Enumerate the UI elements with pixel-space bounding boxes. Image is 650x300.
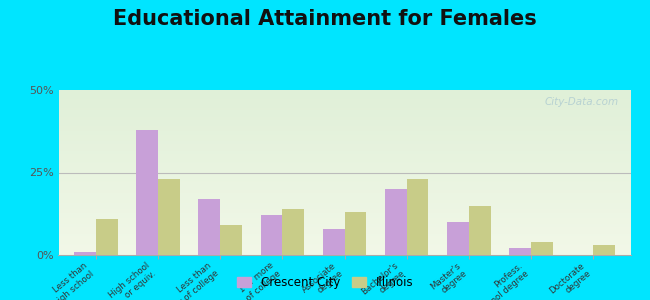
Bar — [531, 242, 552, 255]
Bar — [509, 248, 531, 255]
Text: City-Data.com: City-Data.com — [545, 97, 619, 106]
Text: Profess.
school degree: Profess. school degree — [472, 261, 531, 300]
Bar — [344, 212, 366, 255]
Bar — [385, 189, 407, 255]
Bar — [261, 215, 282, 255]
Bar — [96, 219, 118, 255]
Text: Associate
degree: Associate degree — [300, 261, 344, 300]
Bar — [198, 199, 220, 255]
Text: Bachelor's
degree: Bachelor's degree — [359, 261, 407, 300]
Text: Educational Attainment for Females: Educational Attainment for Females — [113, 9, 537, 29]
Text: 1 or more
years of college: 1 or more years of college — [217, 261, 282, 300]
Bar — [469, 206, 491, 255]
Bar — [447, 222, 469, 255]
Text: High school
or equiv.: High school or equiv. — [107, 261, 158, 300]
Bar — [74, 252, 96, 255]
Bar — [282, 209, 304, 255]
Bar — [158, 179, 180, 255]
Bar — [407, 179, 428, 255]
Text: Less than
high school: Less than high school — [46, 261, 96, 300]
Bar — [593, 245, 615, 255]
Text: Master's
degree: Master's degree — [428, 261, 469, 299]
Legend: Crescent City, Illinois: Crescent City, Illinois — [232, 272, 418, 294]
Text: Doctorate
degree: Doctorate degree — [548, 261, 593, 300]
Bar — [220, 225, 242, 255]
Bar — [323, 229, 345, 255]
Bar — [136, 130, 158, 255]
Text: Less than
1 year of college: Less than 1 year of college — [152, 261, 220, 300]
